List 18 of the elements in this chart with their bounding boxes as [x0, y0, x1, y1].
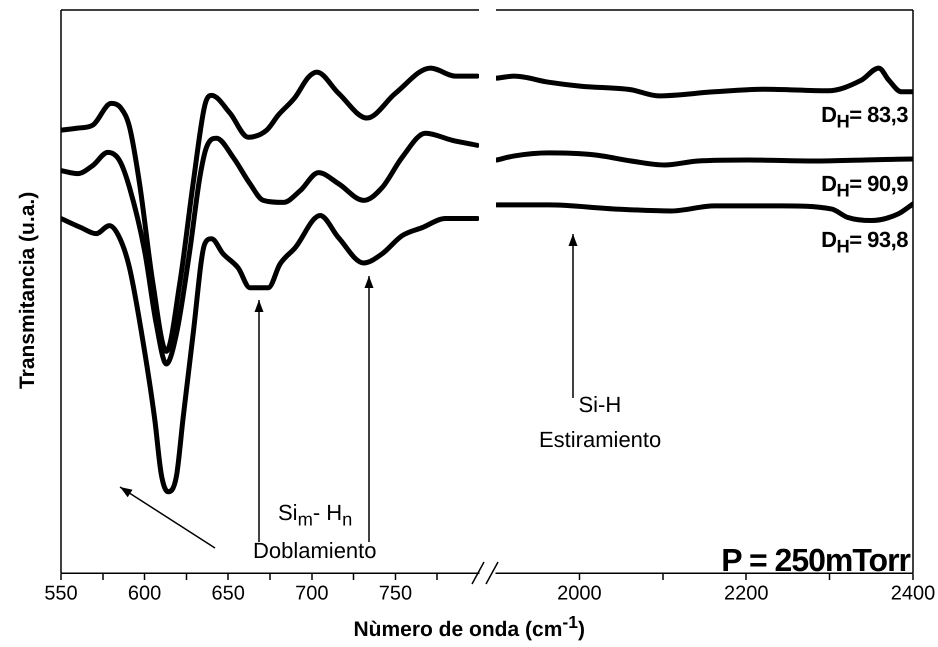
- x-tick-label: 750: [378, 582, 412, 605]
- annotation: Doblamiento: [253, 538, 377, 564]
- x-tick-label: 2200: [724, 582, 768, 605]
- x-tick-label: 550: [44, 582, 78, 605]
- x-tick-label: 600: [128, 582, 162, 605]
- series-label: D$_{H}$= 90,9: [821, 171, 908, 202]
- x-axis-title: Nùmero de onda (cm$^{-1}$): [354, 612, 585, 642]
- y-axis-title: Transmitancia (u.a.): [16, 191, 40, 388]
- annotation: Si-H: [578, 392, 622, 418]
- annotation: P = 250mTorr: [721, 542, 910, 579]
- series-label: D$_{H}$= 93,8: [821, 226, 908, 257]
- x-tick-label: 2000: [557, 582, 602, 605]
- x-tick-label: 700: [295, 582, 328, 605]
- annotation: Si$_{m}$- H$_{n}$: [278, 500, 352, 530]
- x-tick-label: 650: [212, 582, 245, 605]
- series-label: D$_{H}$= 83,3: [821, 102, 908, 132]
- annotation: Estiramiento: [539, 427, 662, 453]
- x-tick-label: 2400: [890, 582, 936, 605]
